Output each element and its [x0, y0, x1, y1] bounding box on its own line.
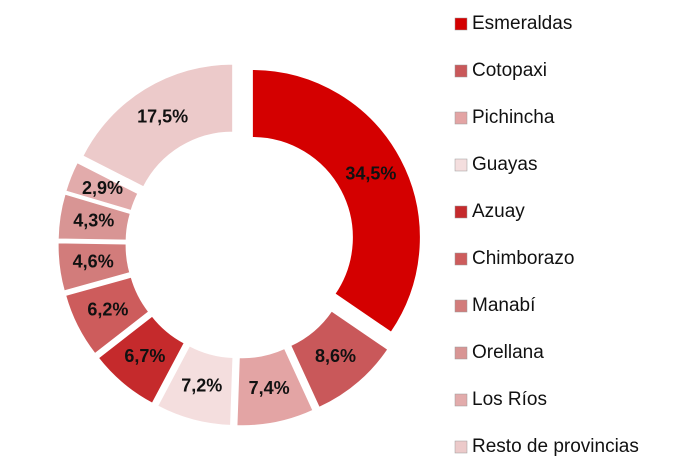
data-label: 6,2%: [87, 299, 128, 319]
legend-label: Manabí: [472, 295, 536, 316]
data-label: 8,6%: [315, 346, 356, 366]
data-label: 4,3%: [73, 210, 114, 230]
data-label: 17,5%: [137, 107, 188, 127]
legend-label: Esmeraldas: [472, 13, 572, 34]
donut-segment: [157, 345, 234, 426]
data-label: 7,4%: [249, 378, 290, 398]
legend-swatch: [454, 64, 468, 78]
legend-label: Orellana: [472, 342, 544, 363]
legend-swatch: [454, 111, 468, 125]
legend-label: Los Ríos: [472, 389, 547, 410]
legend-label: Cotopaxi: [472, 60, 547, 81]
donut-segment: [65, 162, 139, 212]
donut-segment: [57, 242, 131, 292]
data-label: 4,6%: [73, 252, 114, 272]
legend-label: Resto de provincias: [472, 436, 639, 456]
legend-label: Chimborazo: [472, 248, 574, 269]
data-label: 2,9%: [82, 178, 123, 198]
legend-swatch: [454, 17, 468, 31]
legend-swatch: [454, 205, 468, 219]
donut-segment: [236, 347, 314, 427]
donut-segment: [251, 68, 421, 333]
data-label: 6,7%: [124, 346, 165, 366]
legend-label: Pichincha: [472, 107, 555, 128]
legend-label: Guayas: [472, 154, 537, 175]
donut-segment: [82, 63, 234, 188]
legend-swatch: [454, 252, 468, 266]
data-label: 34,5%: [345, 164, 396, 184]
legend-label: Azuay: [472, 201, 525, 222]
legend-swatch: [454, 346, 468, 360]
data-label: 7,2%: [181, 376, 222, 396]
legend-swatch: [454, 440, 468, 454]
legend-swatch: [454, 158, 468, 172]
donut-segment: [65, 276, 150, 355]
donut-segment: [57, 193, 131, 241]
donut-segment: [97, 315, 185, 404]
donut-segment: [290, 310, 389, 409]
legend-swatch: [454, 393, 468, 407]
legend-swatch: [454, 299, 468, 313]
